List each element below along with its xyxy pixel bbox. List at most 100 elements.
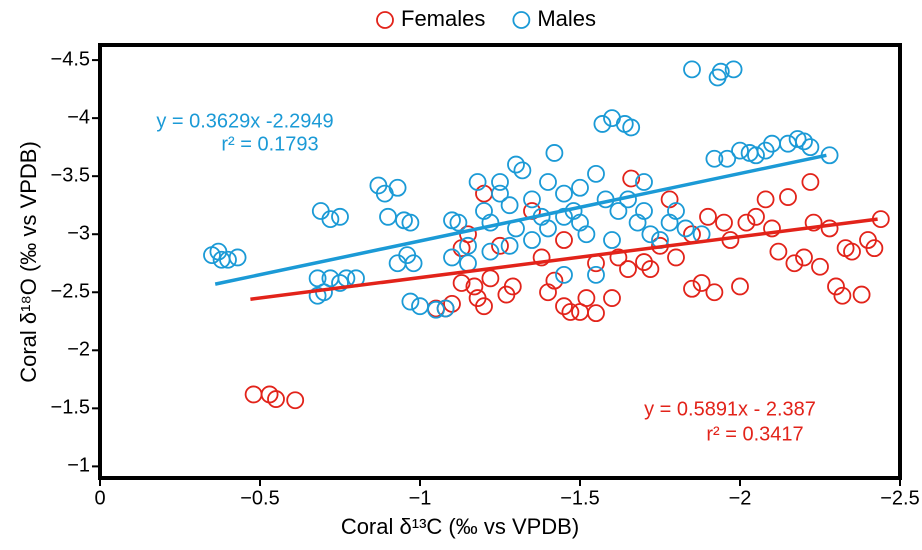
y-tick-label: −2.5: [51, 281, 90, 303]
point: [555, 231, 573, 249]
point: [811, 257, 829, 276]
point: [465, 277, 484, 296]
y-tick-label: −4.5: [51, 48, 90, 70]
point: [539, 173, 557, 191]
point: [404, 254, 423, 273]
point: [801, 138, 820, 157]
point: [635, 173, 653, 191]
point: [747, 207, 765, 226]
point: [555, 265, 573, 284]
point: [286, 391, 305, 410]
point: [500, 236, 519, 255]
point: [622, 169, 641, 188]
point: [587, 164, 605, 183]
point: [577, 289, 596, 307]
x-tick-label: −0.5: [240, 487, 279, 509]
point: [587, 304, 605, 323]
point: [555, 184, 573, 203]
y-tick-label: −1.5: [51, 397, 90, 419]
point: [779, 188, 797, 206]
fit-equation: r² = 0.3417: [706, 423, 803, 445]
fit-equation: r² = 0.1793: [221, 133, 318, 155]
y-axis-title: Coral δ¹⁸O (‰ vs VPDB): [16, 141, 41, 383]
point: [756, 190, 775, 209]
point: [571, 178, 589, 197]
x-tick-label: −1.5: [560, 487, 599, 509]
point: [747, 146, 765, 165]
point: [676, 219, 695, 238]
point: [500, 196, 519, 215]
point: [503, 277, 522, 296]
point: [555, 297, 573, 316]
y-tick-label: −4: [67, 106, 90, 128]
point: [481, 242, 500, 261]
point: [481, 213, 500, 232]
point: [475, 297, 493, 316]
point: [609, 202, 628, 220]
point: [619, 260, 637, 278]
point: [603, 289, 621, 307]
plot-frame: [98, 43, 902, 480]
point: [763, 134, 781, 153]
y-tick-label: −2: [67, 339, 90, 361]
point: [820, 219, 839, 238]
point: [427, 300, 445, 319]
fit-equation: y = 0.3629x -2.2949: [156, 110, 333, 132]
point: [731, 277, 749, 296]
point: [539, 219, 557, 238]
point: [737, 213, 756, 232]
point: [411, 297, 429, 316]
x-tick-label: 0: [94, 487, 105, 509]
point: [779, 134, 797, 153]
point: [715, 213, 733, 232]
legend-label: Females: [401, 6, 485, 31]
point: [401, 292, 420, 311]
point: [785, 254, 804, 273]
point: [801, 173, 820, 191]
point: [843, 242, 861, 261]
x-tick-label: −2: [729, 487, 752, 509]
point: [401, 213, 420, 232]
point: [443, 248, 461, 267]
point: [587, 265, 605, 284]
point: [641, 225, 660, 244]
point: [571, 213, 589, 232]
point: [379, 207, 397, 226]
point: [699, 207, 717, 226]
x-tick-label: −2.5: [880, 487, 919, 509]
point: [833, 286, 852, 305]
point: [459, 236, 477, 255]
point: [795, 248, 813, 267]
point: [561, 303, 580, 321]
x-tick-label: −1: [409, 487, 432, 509]
point: [724, 60, 743, 79]
point: [507, 155, 525, 174]
point: [692, 274, 711, 292]
point: [622, 118, 641, 137]
point: [763, 219, 781, 238]
point: [267, 390, 285, 408]
point: [683, 60, 701, 79]
legend-marker: [376, 11, 394, 29]
point: [449, 213, 468, 232]
point: [635, 253, 653, 271]
point: [641, 260, 660, 278]
point: [555, 207, 573, 226]
point: [603, 231, 621, 249]
point: [683, 279, 701, 298]
point: [523, 231, 541, 249]
point: [532, 248, 551, 267]
point: [459, 254, 477, 273]
point: [705, 149, 724, 168]
point: [331, 207, 349, 226]
point: [769, 242, 788, 261]
point: [481, 269, 500, 288]
fit-line: [250, 217, 878, 301]
point: [321, 210, 340, 229]
point: [219, 250, 237, 269]
point: [491, 184, 509, 203]
point: [667, 202, 685, 220]
x-axis-title: Coral δ¹³C (‰ vs VPDB): [341, 514, 579, 539]
point: [228, 248, 247, 267]
